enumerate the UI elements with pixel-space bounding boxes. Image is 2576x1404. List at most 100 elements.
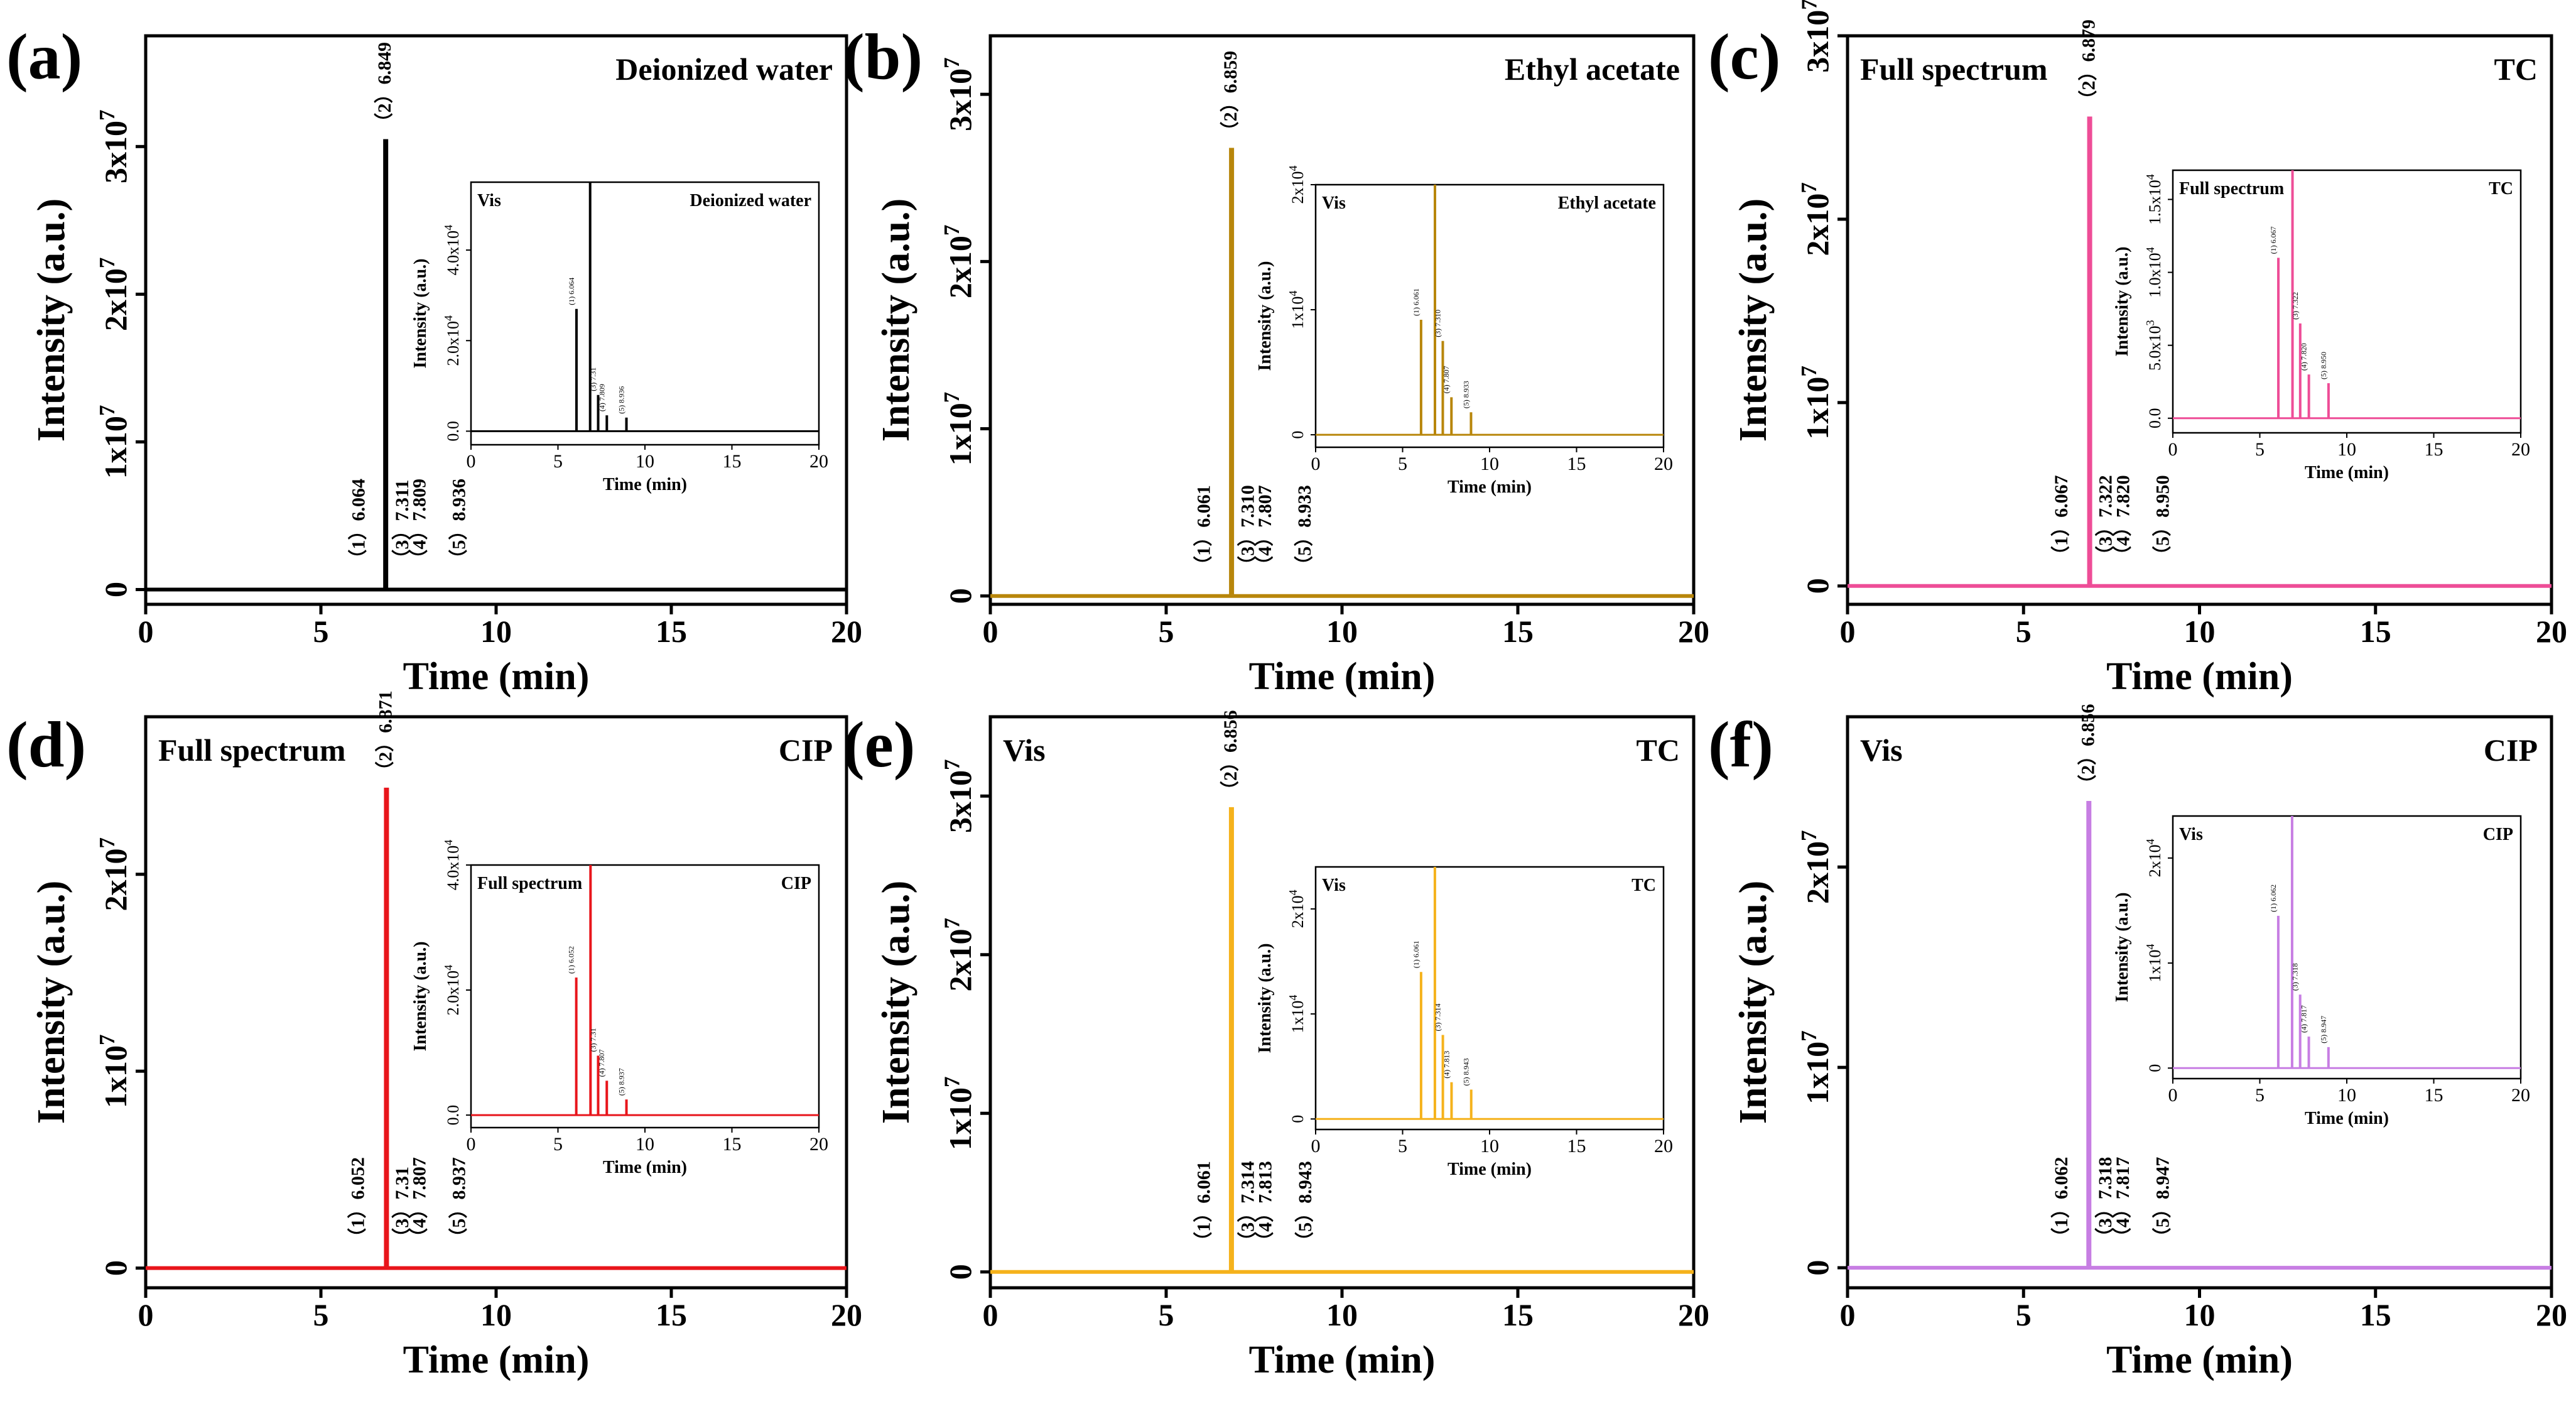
inset-x-tick-label: 5 — [1398, 1136, 1407, 1156]
inset-x-tick-label: 5 — [553, 451, 563, 472]
y-tick-label: 3x107 — [939, 57, 978, 131]
inset-corner-left: Vis — [1322, 193, 1346, 213]
y-tick-label-base: 0 — [98, 1260, 133, 1276]
y-tick-label-base: 0 — [1800, 578, 1835, 594]
corner-label-right: TC — [1637, 732, 1680, 768]
inset-x-tick-label: 0 — [2168, 1085, 2178, 1106]
y-tick-label: 1x107 — [95, 405, 133, 479]
inset-y-tick-label: 0 — [2146, 1064, 2164, 1072]
inset-y-tick-label: 1x104 — [1287, 995, 1307, 1033]
inset-y-axis-title: Intensity (a.u.) — [411, 258, 430, 368]
inset-plot-area — [471, 865, 819, 1116]
x-tick-label: 15 — [656, 614, 687, 649]
inset-y-tick-label-base: 0 — [1289, 431, 1307, 439]
y-tick-label-base: 2x10 — [1800, 841, 1835, 904]
peak-label: （1）6.067 — [2050, 475, 2072, 565]
y-tick-label: 0 — [943, 1264, 978, 1280]
peak-label: （4）7.813 — [1255, 1161, 1276, 1250]
inset-y-tick-label-base: 2.0x10 — [444, 971, 462, 1016]
inset-y-tick-label-base: 0 — [1289, 1115, 1307, 1123]
inset-x-tick-label: 5 — [2255, 439, 2265, 460]
inset-y-tick-label: 1x104 — [2144, 944, 2164, 982]
inset-y-tick-label-base: 2x10 — [2146, 844, 2164, 877]
x-tick-label: 10 — [480, 614, 512, 649]
inset-x-axis-title: Time (min) — [603, 475, 687, 494]
peak-label: （4）7.809 — [409, 479, 430, 569]
y-tick-label: 0 — [1800, 1260, 1835, 1276]
inset-peak-label: (5) 8.937 — [617, 1068, 626, 1096]
y-tick-label: 2x107 — [1797, 182, 1835, 256]
y-tick-label-exp: 7 — [95, 1034, 119, 1045]
corner-label-right: CIP — [2484, 732, 2538, 768]
inset-y-tick-label-base: 2x10 — [1289, 895, 1307, 928]
peak-label: （5）8.936 — [448, 479, 470, 569]
y-tick-label-exp: 7 — [95, 405, 119, 416]
peak-label: （5）8.950 — [2152, 475, 2173, 565]
inset-y-tick-label: 2.0x104 — [442, 965, 462, 1016]
inset-peak-label: (4) 7.813 — [1442, 1051, 1451, 1079]
y-tick-label-base: 0 — [1800, 1260, 1835, 1276]
y-tick-label-base: 3x10 — [943, 68, 978, 131]
peak-label: （2）6.849 — [374, 42, 395, 132]
corner-label-right: CIP — [779, 732, 833, 768]
y-axis-title: Intensity (a.u.) — [875, 199, 917, 442]
inset-x-tick-label: 15 — [1567, 454, 1586, 474]
inset-peak-label: (4) 7.809 — [597, 384, 606, 411]
peak-label: （3）7.322 — [2094, 475, 2116, 565]
y-tick-label-base: 2x10 — [98, 268, 133, 331]
inset-x-tick-label: 15 — [723, 1134, 742, 1155]
inset-frame — [2172, 169, 2522, 434]
x-tick-label: 15 — [656, 1297, 687, 1332]
inset-plot-area — [1316, 185, 1664, 436]
corner-label-right: Ethyl acetate — [1505, 52, 1680, 87]
peak-label: （3）7.31 — [391, 1167, 413, 1247]
inset-x-tick-label: 0 — [467, 1134, 476, 1155]
peak-label: （3）7.314 — [1237, 1161, 1258, 1251]
inset-x-tick-label: 20 — [1654, 1136, 1673, 1156]
inset-y-tick-label: 5.0x103 — [2144, 320, 2164, 371]
x-tick-label: 5 — [1159, 614, 1174, 649]
x-tick-label: 20 — [831, 614, 862, 649]
inset-frame — [1314, 183, 1665, 449]
inset-x-tick-label: 15 — [2425, 439, 2443, 460]
inset-y-axis-title: Intensity (a.u.) — [1255, 943, 1275, 1053]
y-tick-label: 0 — [98, 1260, 133, 1276]
y-tick-label-base: 0 — [98, 582, 133, 597]
inset-y-tick-label: 0.0 — [444, 1105, 462, 1126]
y-tick-label: 0 — [943, 588, 978, 604]
peak-label: （1）6.062 — [2050, 1157, 2072, 1247]
inset-x-tick-label: 0 — [1311, 1136, 1321, 1156]
y-tick-label: 2x107 — [95, 258, 133, 332]
inset-x-tick-label: 15 — [2425, 1085, 2443, 1106]
inset-y-tick-label-base: 2.0x10 — [444, 321, 462, 366]
inset-y-tick-label: 1x104 — [1287, 291, 1307, 329]
y-tick-label-exp: 7 — [939, 1077, 964, 1088]
inset-corner-left: Vis — [2179, 825, 2203, 844]
inset-frame — [2172, 815, 2522, 1080]
x-tick-label: 10 — [2184, 614, 2216, 649]
inset-corner-right: Deionized water — [690, 191, 811, 210]
inset-plot-area — [2173, 816, 2521, 1069]
y-tick-label: 3x107 — [1797, 0, 1835, 73]
inset-peak-label: (3) 7.31 — [588, 1028, 597, 1052]
corner-label-left: Full spectrum — [1860, 52, 2048, 87]
inset-y-tick-label-base: 1.5x10 — [2146, 180, 2164, 225]
panel-label: (a) — [6, 21, 82, 93]
x-tick-label: 20 — [1678, 1297, 1709, 1332]
x-tick-label: 10 — [2184, 1297, 2216, 1332]
inset-corner-right: TC — [2489, 179, 2513, 199]
inset-peak-label: (5) 8.943 — [1462, 1058, 1471, 1086]
inset-plot-area — [471, 182, 819, 432]
inset-y-tick-label-exp: 4 — [442, 840, 455, 846]
y-tick-label-exp: 7 — [1797, 830, 1821, 841]
inset-peak-label: (5) 8.947 — [2319, 1016, 2328, 1043]
inset-y-tick-label: 0.0 — [444, 421, 462, 442]
inset-y-tick-label-base: 2x10 — [1289, 171, 1307, 204]
peak-label: （4）7.807 — [409, 1157, 430, 1247]
inset-x-tick-label: 10 — [2337, 439, 2356, 460]
peak-label: （5）8.933 — [1294, 485, 1315, 575]
x-tick-label: 0 — [138, 1297, 154, 1332]
inset-x-tick-label: 10 — [636, 451, 654, 472]
